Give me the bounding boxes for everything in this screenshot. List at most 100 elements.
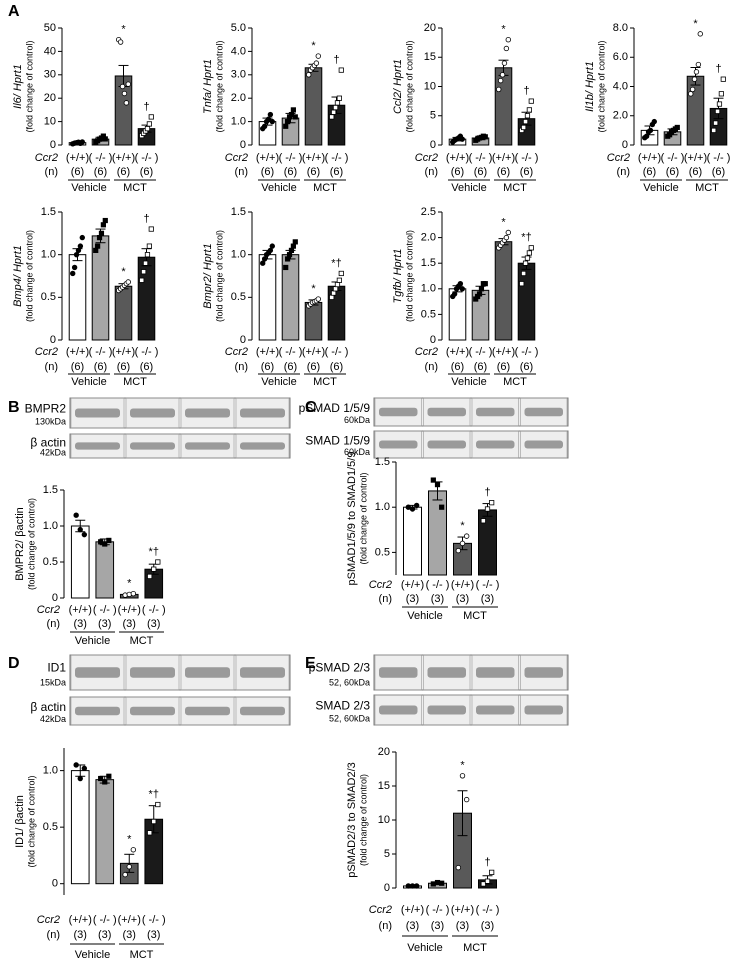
- data-point: [286, 252, 293, 258]
- row-label: Ccr2: [369, 904, 392, 916]
- data-point: [714, 108, 721, 114]
- annotation: *: [127, 834, 132, 846]
- blot-lane: [374, 654, 422, 691]
- row-label: (n): [617, 166, 630, 178]
- y-tick-label: 2.0: [613, 110, 628, 122]
- y-tick-label: 15: [378, 780, 390, 792]
- annotation: †: [484, 487, 490, 499]
- blot-band: [185, 706, 230, 716]
- blot-lane: [520, 694, 568, 726]
- data-point: [130, 847, 137, 853]
- blot-lane: [423, 397, 471, 427]
- y-tick-label: 1.5: [43, 484, 58, 496]
- group-label: MCT: [503, 376, 527, 388]
- data-point: [336, 95, 342, 101]
- data-point: [79, 139, 85, 145]
- x-tick-label: (+/+): [638, 152, 661, 164]
- annotation: †: [143, 101, 149, 113]
- data-point: [459, 773, 466, 779]
- data-point: [141, 269, 147, 275]
- data-point: [459, 286, 465, 292]
- x-tick-label: ( -/- ): [469, 346, 493, 358]
- annotation: †: [523, 85, 529, 97]
- blot-kda: 60kDa: [344, 415, 370, 425]
- group-label: MCT: [313, 182, 337, 194]
- row-label: (n): [45, 361, 58, 373]
- data-point: [122, 871, 128, 878]
- row-label: (n): [47, 618, 60, 630]
- bar: [428, 490, 447, 576]
- y-axis-label-sub: (fold change of control): [358, 774, 368, 866]
- annotation: *†: [149, 788, 159, 800]
- data-point: [338, 270, 344, 277]
- y-tick-label: 5.0: [231, 22, 246, 34]
- n-label: (6): [497, 361, 510, 373]
- data-point: [95, 243, 101, 249]
- group-label: Vehicle: [407, 942, 442, 954]
- y-tick-label: 0: [430, 334, 436, 346]
- x-tick-label: ( -/- ): [279, 346, 303, 358]
- n-label: (6): [307, 361, 320, 373]
- data-point: [261, 123, 268, 129]
- data-point: [70, 270, 76, 277]
- blot-band: [75, 706, 120, 716]
- data-point: [522, 260, 529, 266]
- bar: [95, 541, 115, 599]
- y-tick-label: 5: [430, 110, 436, 122]
- x-tick-label: (+/+): [118, 914, 141, 926]
- blot-lane: [125, 433, 180, 459]
- y-tick-label: 0.5: [41, 291, 56, 303]
- data-point: [501, 60, 508, 66]
- y-tick-label: 0: [50, 139, 56, 151]
- y-tick-label: 1.0: [41, 249, 56, 261]
- x-tick-label: (+/+): [446, 346, 469, 358]
- data-point: [693, 69, 700, 75]
- data-point: [478, 286, 485, 292]
- n-label: (6): [117, 166, 130, 178]
- y-tick-label: 4.0: [613, 80, 628, 92]
- y-tick-label: 30: [44, 69, 56, 81]
- y-axis-label: BMPR2/ βactin: [14, 507, 26, 581]
- y-tick-label: 0: [50, 334, 56, 346]
- group-label: Vehicle: [643, 182, 678, 194]
- n-label: (3): [431, 593, 444, 605]
- row-label: Ccr2: [415, 152, 438, 164]
- x-tick-label: ( -/- ): [707, 152, 731, 164]
- y-axis-label-sub: (fold change of control): [358, 472, 368, 564]
- row-label: (n): [379, 920, 392, 932]
- n-label: (3): [406, 593, 419, 605]
- data-point: [265, 116, 272, 122]
- data-point: [283, 264, 289, 271]
- data-point: [716, 101, 723, 107]
- blot-band: [240, 706, 285, 716]
- blot-lane: [520, 430, 568, 459]
- data-point: [480, 881, 486, 887]
- data-point: [98, 775, 104, 782]
- panel-letter: A: [8, 3, 20, 20]
- n-label: (6): [71, 361, 84, 373]
- row-label: Ccr2: [225, 152, 248, 164]
- data-point: [713, 120, 719, 126]
- group-label: MCT: [463, 610, 487, 622]
- blot-band: [379, 667, 418, 678]
- data-point: [332, 286, 339, 292]
- row-label: (n): [235, 361, 248, 373]
- data-point: [290, 107, 296, 113]
- group-label: MCT: [695, 182, 719, 194]
- blot-band: [427, 705, 466, 715]
- bar: [304, 67, 323, 146]
- blot-band: [427, 440, 466, 449]
- y-axis-label-sub: (fold change of control): [404, 40, 414, 132]
- data-point: [519, 281, 525, 287]
- n-label: (6): [474, 166, 487, 178]
- data-point: [146, 243, 152, 249]
- data-point: [718, 91, 724, 97]
- y-tick-label: 1.5: [421, 257, 436, 269]
- x-tick-label: (+/+): [446, 152, 469, 164]
- x-tick-label: (+/+): [66, 346, 89, 358]
- data-point: [691, 76, 698, 82]
- blot-lane: [471, 694, 519, 726]
- blot-lane: [70, 397, 125, 429]
- x-tick-label: (+/+): [69, 604, 92, 616]
- data-point: [484, 878, 491, 884]
